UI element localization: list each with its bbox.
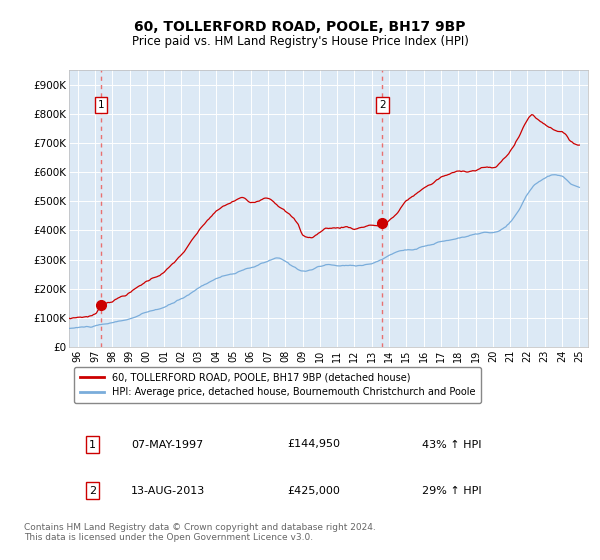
- Text: 2: 2: [379, 100, 386, 110]
- Text: Price paid vs. HM Land Registry's House Price Index (HPI): Price paid vs. HM Land Registry's House …: [131, 35, 469, 48]
- Text: 60, TOLLERFORD ROAD, POOLE, BH17 9BP: 60, TOLLERFORD ROAD, POOLE, BH17 9BP: [134, 20, 466, 34]
- Text: 2: 2: [89, 486, 96, 496]
- Text: Contains HM Land Registry data © Crown copyright and database right 2024.
This d: Contains HM Land Registry data © Crown c…: [24, 522, 376, 542]
- Text: 1: 1: [89, 440, 96, 450]
- Legend: 60, TOLLERFORD ROAD, POOLE, BH17 9BP (detached house), HPI: Average price, detac: 60, TOLLERFORD ROAD, POOLE, BH17 9BP (de…: [74, 367, 481, 403]
- Text: 43% ↑ HPI: 43% ↑ HPI: [422, 440, 481, 450]
- Text: 1: 1: [98, 100, 104, 110]
- Text: 07-MAY-1997: 07-MAY-1997: [131, 440, 203, 450]
- Text: 29% ↑ HPI: 29% ↑ HPI: [422, 486, 482, 496]
- Text: £144,950: £144,950: [287, 440, 340, 450]
- Text: £425,000: £425,000: [287, 486, 340, 496]
- Text: 13-AUG-2013: 13-AUG-2013: [131, 486, 206, 496]
